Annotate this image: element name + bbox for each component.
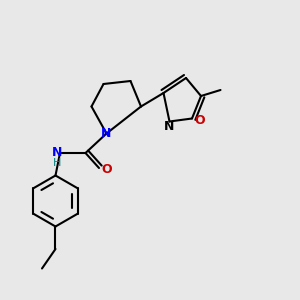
Text: H: H [53,158,61,169]
Text: O: O [101,163,112,176]
Text: N: N [101,127,112,140]
Text: N: N [52,146,62,160]
Text: N: N [164,119,175,133]
Text: O: O [194,113,205,127]
